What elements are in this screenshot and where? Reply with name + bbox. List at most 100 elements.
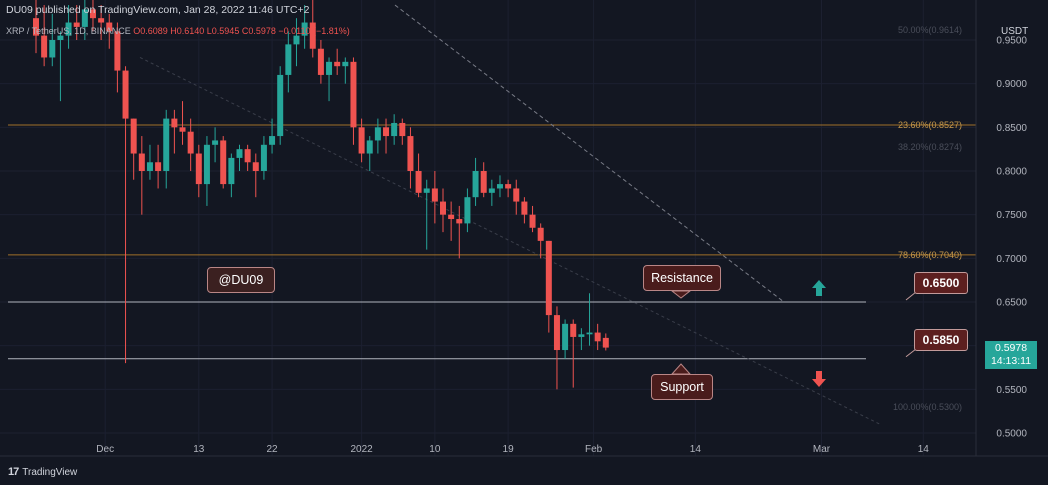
candle-body (570, 323, 577, 337)
candle-body (594, 332, 601, 342)
candle-body (220, 140, 227, 185)
symbol-ohlc-legend[interactable]: XRP / TetherUS, 1D, BINANCE O0.6089 H0.6… (6, 26, 350, 36)
time-tick-label: 22 (266, 444, 278, 455)
candle-body (41, 35, 48, 58)
candle-body (456, 219, 463, 224)
candle-body (252, 162, 259, 171)
current-price-value: 0.5978 (994, 342, 1028, 354)
candle-body (578, 334, 585, 337)
support-price-tag: 0.5850 (914, 329, 968, 351)
candle-body (488, 188, 495, 193)
candle-body (163, 118, 170, 171)
fib-level-label: 78.60%(0.7040) (898, 250, 962, 260)
candle-body (496, 184, 503, 189)
candle-body (65, 22, 72, 36)
grid (0, 0, 976, 456)
arrow-up-icon (812, 280, 826, 296)
candle-body (562, 323, 569, 351)
candle-body (73, 22, 80, 27)
candle-body (89, 9, 96, 19)
price-tick-label: 0.9000 (996, 79, 1027, 90)
tradingview-logo-text: TradingView (22, 466, 78, 478)
support-callout: Support (651, 374, 713, 400)
candle-body (545, 240, 552, 316)
candle-body (98, 18, 105, 23)
candle-body (33, 18, 39, 36)
candle-body (521, 201, 528, 215)
resistance-callout-pointer (670, 290, 692, 299)
candle-body (399, 122, 406, 137)
tradingview-logo-icon: 17 (8, 466, 19, 478)
candle-body (260, 144, 267, 171)
time-tick-label: 13 (193, 444, 205, 455)
candle-body (374, 127, 381, 141)
time-tick-label: 14 (918, 444, 930, 455)
candle-body (130, 118, 137, 154)
candle-body (423, 188, 430, 193)
fib-levels: 50.00%(0.9614) 23.60%(0.8527) 38.20%(0.827… (8, 25, 976, 412)
price-tag-connectors (670, 290, 917, 375)
candle-body (431, 188, 438, 202)
candle-body (244, 149, 251, 163)
candle-body (602, 337, 609, 348)
candle-body (269, 136, 276, 145)
candle-body (106, 22, 113, 32)
time-tick-label: 14 (690, 444, 702, 455)
candle-body (146, 162, 153, 171)
price-tick-label: 0.6500 (996, 298, 1027, 309)
fib-level-label: 100.00%(0.5300) (893, 402, 962, 412)
time-tick-label: 2022 (350, 444, 373, 455)
candle-body (334, 61, 341, 67)
candle-body (49, 40, 56, 58)
price-tick-label: 0.7500 (996, 210, 1027, 221)
price-tick-label: 0.7000 (996, 254, 1027, 265)
fib-level-label: 23.60%(0.8527) (898, 120, 962, 130)
tradingview-logo[interactable]: 17 TradingView (8, 466, 77, 478)
candle-body (383, 127, 390, 137)
candle-body (350, 61, 357, 128)
candle-body (407, 136, 414, 171)
candle-body (448, 214, 455, 220)
candle-body (195, 153, 202, 185)
candle-body (513, 188, 520, 202)
candle-body (171, 118, 178, 128)
time-tick-label: 19 (503, 444, 515, 455)
candle-body (187, 131, 194, 154)
price-tick-label: 0.5000 (996, 429, 1027, 440)
support-resistance-lines (8, 301, 866, 360)
candle-body (317, 48, 324, 75)
resistance-price-tag: 0.6500 (914, 272, 968, 294)
symbol-name[interactable]: XRP / TetherUS, 1D, BINANCE (6, 26, 131, 36)
candle-body (228, 157, 235, 185)
candle-body (391, 122, 398, 137)
time-tick-label: 10 (429, 444, 441, 455)
fib-level-label: 38.20%(0.8274) (898, 142, 962, 152)
price-tick-label: 0.9500 (996, 36, 1027, 47)
candle-body (114, 31, 121, 71)
trendline-upper (394, 4, 785, 303)
candle-body (138, 153, 145, 171)
candle-body (464, 197, 471, 224)
candle-body (81, 9, 88, 27)
candle-body (179, 127, 186, 132)
candles (33, 0, 609, 390)
time-axis[interactable]: Dec 13 22 2022 10 19 Feb 14 Mar 14 (96, 444, 929, 455)
candle-body (293, 35, 300, 45)
candle-body (472, 171, 479, 198)
price-axis[interactable]: 0.9500 0.9000 0.8500 0.8000 0.7500 0.7000 0.65… (996, 36, 1027, 440)
candle-body (553, 315, 560, 351)
candle-body (358, 127, 365, 154)
author-watermark: @DU09 (207, 267, 275, 293)
candle-body (57, 35, 64, 40)
time-tick-label: Feb (585, 444, 603, 455)
currency-label[interactable]: USDT (1001, 26, 1029, 37)
candle-body (326, 61, 333, 75)
time-tick-label: Mar (813, 444, 831, 455)
candle-body (309, 22, 316, 49)
candle-body (366, 140, 373, 154)
resistance-callout: Resistance (643, 265, 721, 291)
published-info: DU09 published on TradingView.com, Jan 2… (6, 4, 310, 16)
candle-body (529, 214, 536, 228)
